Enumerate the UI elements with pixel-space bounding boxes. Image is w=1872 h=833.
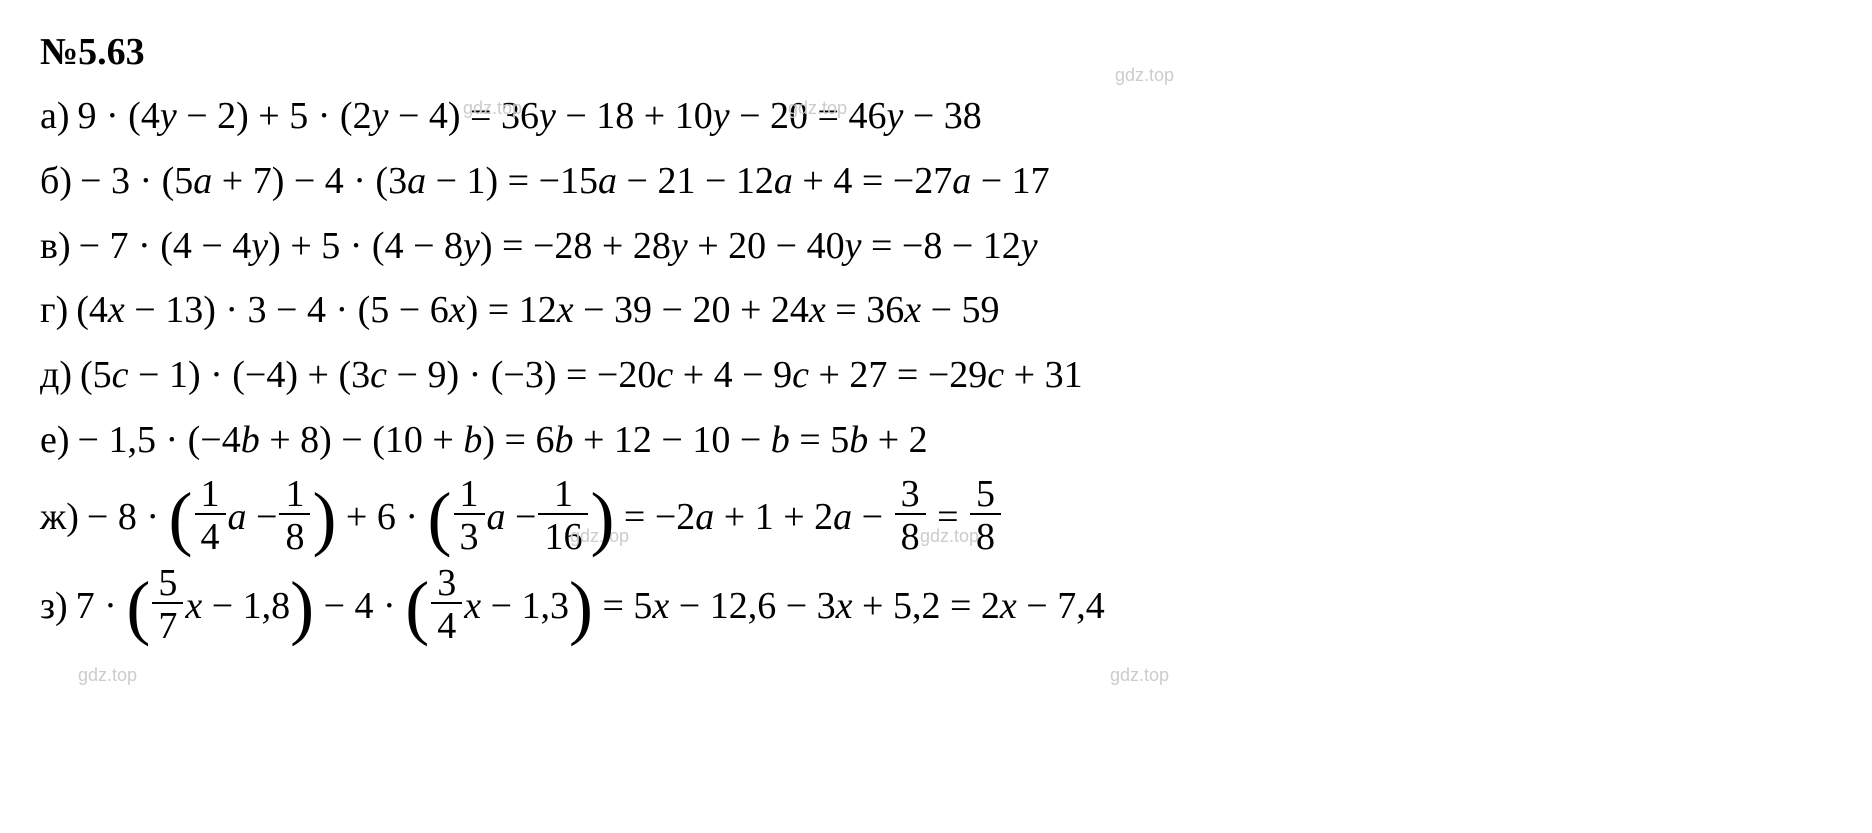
math-solution-block: gdz.top gdz.top gdz.top gdz.top gdz.top … bbox=[40, 30, 1832, 650]
equation-text: − 3 · (5a + 7) − 4 · (3a − 1) = −15a − 2… bbox=[80, 151, 1050, 212]
equation-text: − 8 · ( 14 a − 18 ) + 6 · ( 13 a − 116 )… bbox=[87, 475, 1003, 561]
item-label: ж) bbox=[40, 476, 79, 560]
equation-v: в) − 7 · (4 − 4y) + 5 · (4 − 8y) = −28 +… bbox=[40, 216, 1832, 277]
equation-zh: ж) − 8 · ( 14 a − 18 ) + 6 · ( 13 a − 11… bbox=[40, 475, 1832, 561]
equation-e: е) − 1,5 · (−4b + 8) − (10 + b) = 6b + 1… bbox=[40, 410, 1832, 471]
equation-d: д) (5c − 1) · (−4) + (3c − 9) · (−3) = −… bbox=[40, 345, 1832, 406]
equation-b: б) − 3 · (5a + 7) − 4 · (3a − 1) = −15a … bbox=[40, 151, 1832, 212]
item-label: б) bbox=[40, 151, 72, 212]
equation-text: 7 · ( 57 x − 1,8 ) − 4 · ( 34 x − 1,3 ) … bbox=[76, 564, 1105, 650]
equation-text: − 7 · (4 − 4y) + 5 · (4 − 8y) = −28 + 28… bbox=[79, 216, 1038, 277]
equation-z: з) 7 · ( 57 x − 1,8 ) − 4 · ( 34 x − 1,3… bbox=[40, 564, 1832, 650]
equation-text: (5c − 1) · (−4) + (3c − 9) · (−3) = −20c… bbox=[80, 345, 1083, 406]
equation-text: 9 · (4y − 2) + 5 · (2y − 4) = 36y − 18 +… bbox=[78, 86, 982, 147]
item-label: а) bbox=[40, 86, 70, 147]
item-label: д) bbox=[40, 345, 72, 406]
watermark: gdz.top bbox=[1110, 665, 1169, 686]
watermark: gdz.top bbox=[78, 665, 137, 686]
equation-g: г) (4x − 13) · 3 − 4 · (5 − 6x) = 12x − … bbox=[40, 280, 1832, 341]
item-label: в) bbox=[40, 216, 71, 277]
equation-text: (4x − 13) · 3 − 4 · (5 − 6x) = 12x − 39 … bbox=[76, 280, 999, 341]
equation-text: − 1,5 · (−4b + 8) − (10 + b) = 6b + 12 −… bbox=[78, 410, 928, 471]
item-label: з) bbox=[40, 565, 68, 649]
item-label: е) bbox=[40, 410, 70, 471]
problem-number: №5.63 bbox=[40, 30, 1832, 74]
item-label: г) bbox=[40, 280, 68, 341]
equation-a: а) 9 · (4y − 2) + 5 · (2y − 4) = 36y − 1… bbox=[40, 86, 1832, 147]
